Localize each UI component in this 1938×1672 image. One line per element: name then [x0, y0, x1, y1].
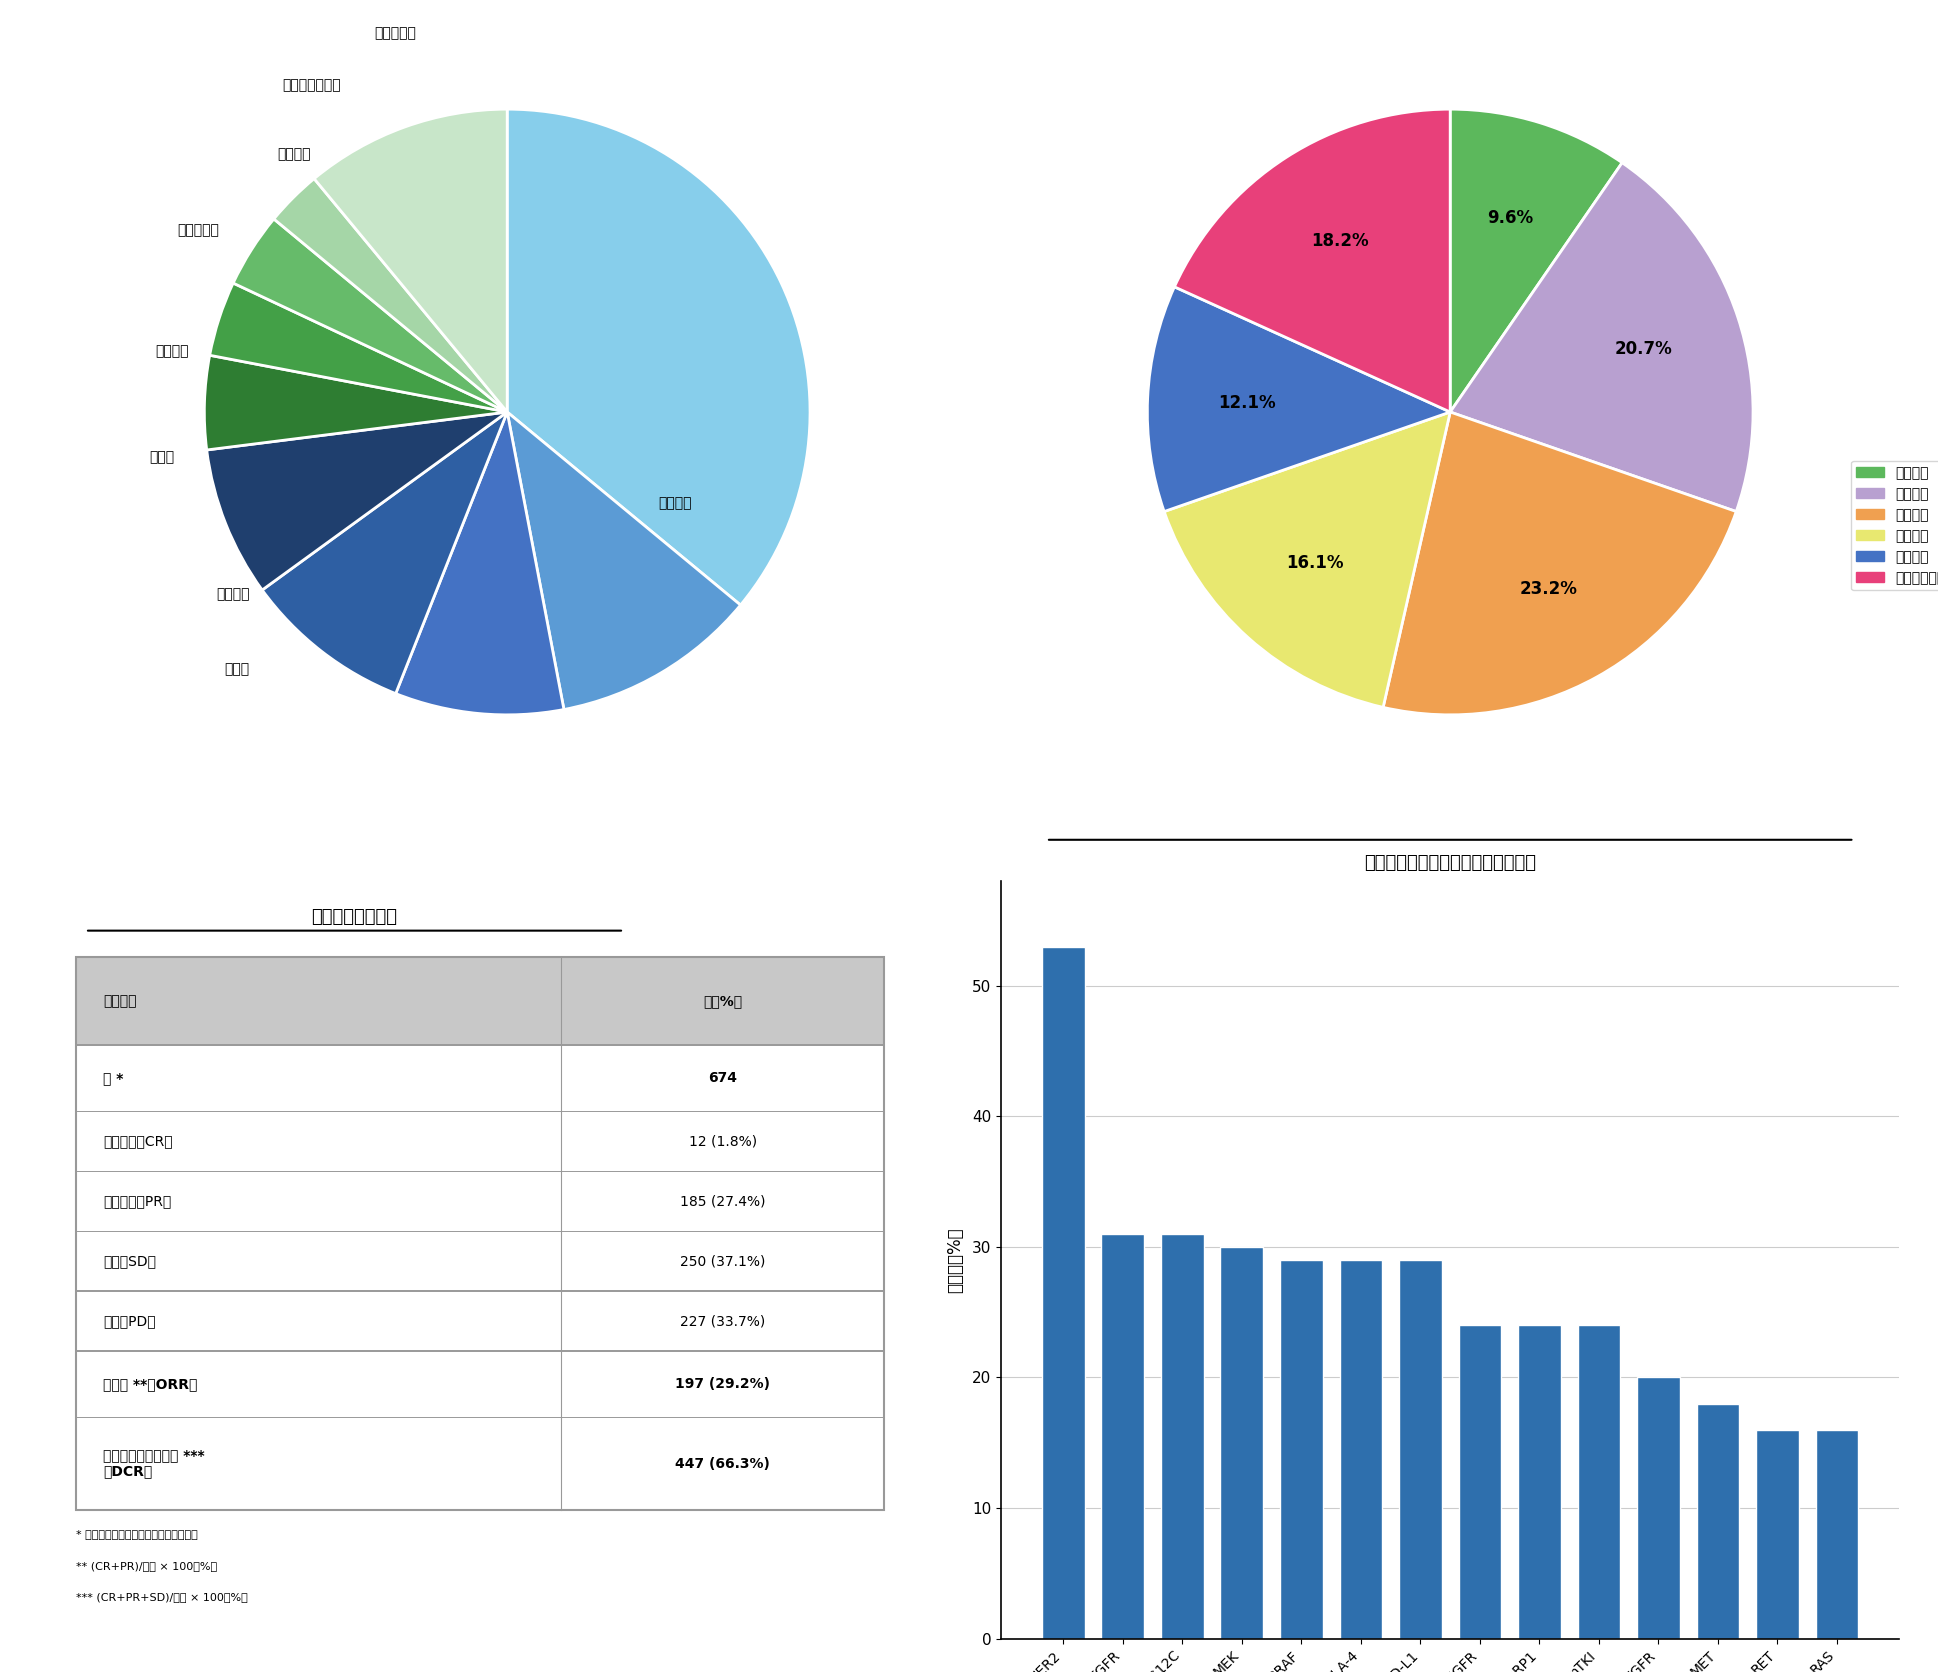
Text: 674: 674 — [707, 1072, 736, 1085]
Title: 治験薬の種類による治療効果の違い: 治験薬の種類による治療効果の違い — [1364, 853, 1537, 871]
Text: 奏効率 **（ORR）: 奏効率 **（ORR） — [103, 1378, 198, 1391]
Text: 250 (37.1%): 250 (37.1%) — [680, 1254, 766, 1269]
Wedge shape — [207, 411, 508, 590]
Text: 尿路がん: 尿路がん — [277, 147, 310, 162]
Text: 病勢コントロール率 ***
（DCR）: 病勢コントロール率 *** （DCR） — [103, 1448, 205, 1478]
Bar — [1399, 1261, 1442, 1639]
Text: 227 (33.7%): 227 (33.7%) — [680, 1314, 766, 1328]
Legend: 一次治療, 二次治療, 三次治療, 四次治療, 五次治療, 六次治療以降: 一次治療, 二次治療, 三次治療, 四次治療, 五次治療, 六次治療以降 — [1851, 461, 1938, 590]
Text: 安定（SD）: 安定（SD） — [103, 1254, 157, 1269]
Text: 12.1%: 12.1% — [1219, 395, 1277, 411]
Bar — [1221, 1247, 1264, 1639]
Text: 進行（PD）: 進行（PD） — [103, 1314, 155, 1328]
Wedge shape — [1384, 411, 1736, 716]
Bar — [1339, 1261, 1382, 1639]
Wedge shape — [1450, 109, 1622, 411]
Bar — [1816, 1430, 1859, 1639]
Bar — [76, 1045, 884, 1112]
Bar — [76, 1291, 884, 1351]
Text: 胃がん: 胃がん — [225, 662, 250, 677]
Text: 大腸がん: 大腸がん — [659, 497, 692, 510]
Wedge shape — [395, 411, 564, 716]
Bar — [76, 956, 884, 1045]
Wedge shape — [1450, 162, 1754, 512]
Text: 治験薬の治療効果: 治験薬の治療効果 — [312, 908, 397, 926]
Text: *** (CR+PR+SD)/合計 × 100（%）: *** (CR+PR+SD)/合計 × 100（%） — [76, 1592, 248, 1602]
Bar — [76, 1172, 884, 1231]
Bar — [1578, 1326, 1620, 1639]
Text: 完全奏効（CR）: 完全奏効（CR） — [103, 1134, 172, 1149]
Text: 185 (27.4%): 185 (27.4%) — [680, 1194, 766, 1209]
Text: * 治療効果が評価可能な患者さんに限る: * 治療効果が評価可能な患者さんに限る — [76, 1528, 198, 1538]
Wedge shape — [1165, 411, 1450, 707]
Bar — [1459, 1326, 1502, 1639]
Bar — [1638, 1378, 1680, 1639]
Text: 20.7%: 20.7% — [1614, 339, 1672, 358]
Text: 部分奏効（PR）: 部分奏効（PR） — [103, 1194, 171, 1209]
Wedge shape — [262, 411, 508, 694]
Y-axis label: 奏効率（%）: 奏効率（%） — [946, 1227, 963, 1292]
Wedge shape — [508, 109, 810, 605]
Text: 197 (29.2%): 197 (29.2%) — [674, 1378, 769, 1391]
Text: 18.2%: 18.2% — [1312, 232, 1368, 251]
Text: 447 (66.3%): 447 (66.3%) — [674, 1456, 769, 1471]
Bar — [76, 956, 884, 1510]
Text: 16.1%: 16.1% — [1287, 553, 1343, 572]
Bar — [1161, 1234, 1203, 1639]
Wedge shape — [508, 411, 740, 709]
Wedge shape — [209, 283, 508, 411]
Wedge shape — [233, 219, 508, 411]
Text: 膵がん: 膵がん — [149, 450, 174, 465]
Wedge shape — [1174, 109, 1450, 411]
Bar — [1043, 946, 1085, 1639]
Bar — [1756, 1430, 1798, 1639]
Wedge shape — [273, 179, 508, 411]
Bar — [76, 1112, 884, 1172]
Text: 食道がん: 食道がん — [155, 344, 190, 358]
Text: 人（%）: 人（%） — [703, 995, 742, 1008]
Text: 最良効果: 最良効果 — [103, 995, 136, 1008]
Bar — [76, 1351, 884, 1418]
Text: 胆道がん: 胆道がん — [217, 587, 250, 600]
Text: 23.2%: 23.2% — [1519, 580, 1578, 599]
Text: 9.6%: 9.6% — [1488, 209, 1533, 227]
Wedge shape — [314, 109, 508, 411]
Text: 神経内分泌がん: 神経内分泌がん — [283, 79, 341, 92]
Bar — [1517, 1326, 1560, 1639]
Text: 計 *: 計 * — [103, 1072, 124, 1085]
Text: 子宮頸がん: 子宮頸がん — [374, 27, 417, 40]
Text: 12 (1.8%): 12 (1.8%) — [688, 1134, 758, 1149]
Text: 頭頸部がん: 頭頸部がん — [178, 224, 219, 237]
Bar — [1101, 1234, 1143, 1639]
Wedge shape — [203, 354, 508, 450]
Bar — [76, 1231, 884, 1291]
Bar — [1696, 1403, 1740, 1639]
Bar — [1279, 1261, 1324, 1639]
Wedge shape — [1147, 288, 1450, 512]
Bar — [76, 1418, 884, 1510]
Text: ** (CR+PR)/合計 × 100（%）: ** (CR+PR)/合計 × 100（%） — [76, 1560, 217, 1570]
